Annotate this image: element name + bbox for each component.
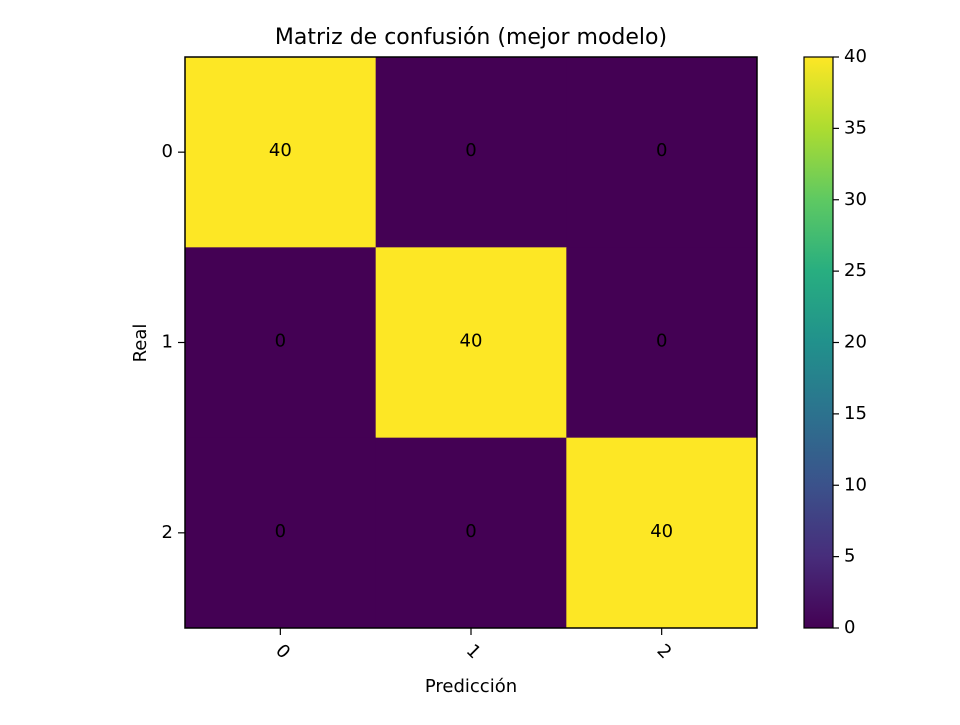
x-tick-label: 1 [462, 640, 485, 663]
x-tick-label: 2 [653, 640, 676, 663]
colorbar [803, 56, 834, 629]
cell-value-r2-c2: 40 [650, 521, 673, 542]
y-tick-label: 2 [162, 522, 173, 543]
x-tick-label: 0 [271, 640, 294, 663]
heatmap-cell-r0-c2 [566, 57, 758, 248]
heatmap-cell-r2-c0 [185, 437, 377, 629]
heatmap-cells [185, 57, 758, 629]
y-tick-label: 1 [162, 332, 173, 353]
heatmap-cell-labels: 40 0 0 0 40 0 0 0 40 [269, 140, 673, 542]
colorbar-tick-label: 0 [844, 617, 855, 638]
cell-value-r0-c0: 40 [269, 140, 292, 161]
y-axis-ticks: 0 1 2 [162, 141, 185, 543]
colorbar-tick-label: 40 [844, 46, 867, 67]
colorbar-tick-label: 35 [844, 117, 867, 138]
colorbar-tick-label: 10 [844, 474, 867, 495]
colorbar-tick-label: 20 [844, 332, 867, 353]
chart-title: Matriz de confusión (mejor modelo) [275, 25, 667, 50]
heatmap-cell-r1-c2 [566, 247, 758, 439]
y-tick-label: 0 [162, 141, 173, 162]
y-axis-label: Real [130, 324, 151, 363]
cell-value-r0-c1: 0 [465, 140, 476, 161]
heatmap-cell-r2-c1 [375, 437, 567, 629]
heatmap-cell-r1-c0 [185, 247, 377, 439]
heatmap-cell-r2-c2 [566, 437, 758, 629]
cell-value-r1-c1: 40 [460, 331, 483, 352]
cell-value-r0-c2: 0 [656, 140, 667, 161]
colorbar-tick-label: 5 [844, 546, 855, 567]
heatmap-cell-r1-c1 [375, 247, 567, 439]
colorbar-ticks: 0 5 10 15 20 25 30 35 40 [833, 46, 867, 638]
heatmap-cell-r0-c1 [375, 57, 567, 248]
x-axis-ticks: 0 1 2 [271, 628, 675, 663]
x-axis-label: Predicción [425, 676, 517, 697]
colorbar-tick-label: 25 [844, 260, 867, 281]
colorbar-tick-label: 30 [844, 189, 867, 210]
heatmap-cell-r0-c0 [185, 57, 377, 248]
cell-value-r2-c0: 0 [275, 521, 286, 542]
cell-value-r1-c0: 0 [275, 331, 286, 352]
colorbar-tick-label: 15 [844, 403, 867, 424]
cell-value-r2-c1: 0 [465, 521, 476, 542]
cell-value-r1-c2: 0 [656, 331, 667, 352]
